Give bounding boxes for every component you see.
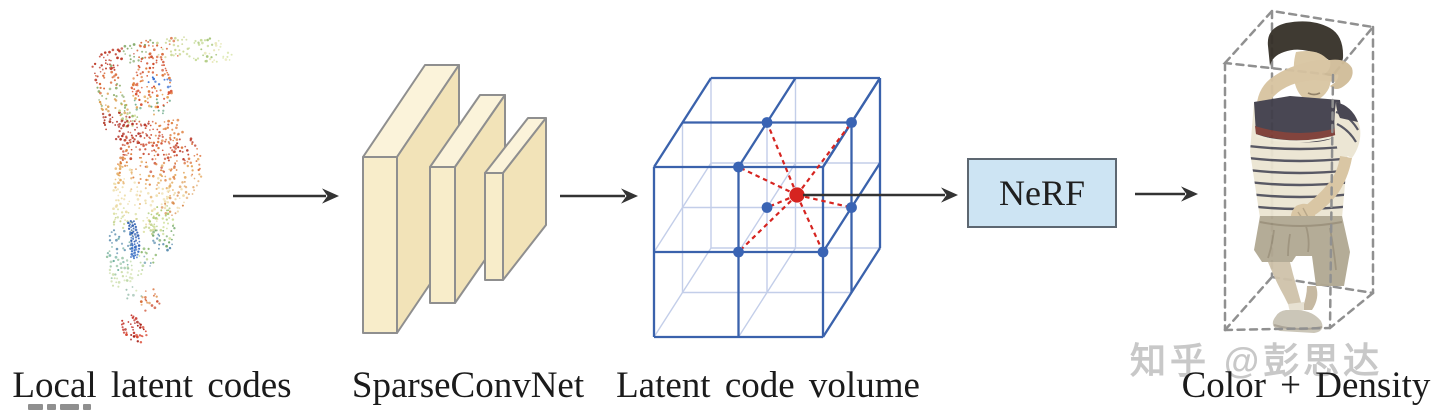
person-hand	[1324, 59, 1353, 89]
flow-arrows	[233, 186, 1198, 204]
label-sparseconvnet: SparseConvNet	[351, 365, 585, 406]
watermark: 知乎 @彭思达	[1130, 340, 1384, 381]
shirt-maroon-stripe	[1255, 126, 1344, 141]
shirt-dark-band	[1254, 96, 1344, 143]
label-color-density: Color + Density	[1181, 365, 1431, 406]
sparseconvnet-slabs	[362, 64, 547, 334]
person-back-leg	[1302, 286, 1318, 310]
nerf-node: NeRF	[967, 158, 1117, 228]
label-local-latent-codes: Local latent codes	[12, 365, 292, 406]
rendered-person	[1250, 21, 1361, 333]
conv-slab-3	[484, 117, 547, 281]
cropped-text-fragment	[28, 404, 98, 412]
person-sock	[1288, 302, 1304, 312]
person-hair	[1267, 21, 1344, 72]
person-forearm	[1300, 156, 1352, 218]
point-cloud-human	[91, 36, 233, 344]
nerf-label: NeRF	[998, 173, 1085, 213]
bounding-box-front-edges	[1223, 25, 1375, 332]
label-latent-code-volume: Latent code volume	[616, 365, 920, 406]
person-front-leg	[1268, 262, 1302, 308]
latent-code-volume-cube	[652, 76, 882, 339]
person-raised-arm	[1256, 60, 1350, 124]
conv-slab-2	[429, 94, 506, 304]
person-shorts	[1254, 216, 1350, 286]
